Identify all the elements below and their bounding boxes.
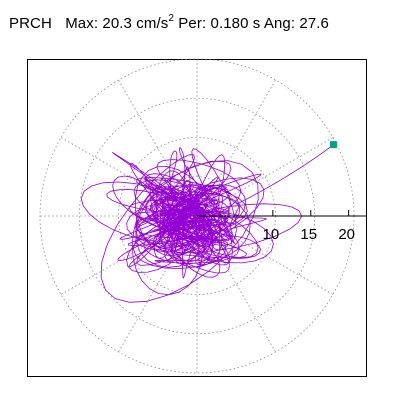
radial-axis: 10 15 20 — [197, 210, 367, 243]
radial-tick-label-15: 15 — [300, 226, 317, 243]
max-amplitude-marker — [329, 141, 337, 149]
max-label: Max: — [65, 15, 99, 32]
radial-tick-label-10: 10 — [263, 226, 280, 243]
per-value: 0.180 s — [210, 15, 261, 32]
trace-excursion — [236, 144, 334, 205]
radial-tick-label-20: 20 — [338, 226, 355, 243]
ang-label: Ang: — [263, 15, 296, 32]
station-code: PRCH — [9, 15, 52, 32]
grid-spoke-30 — [230, 137, 334, 197]
max-value: 20.3 — [102, 15, 132, 32]
chart-title: PRCH Max: 20.3 cm/s2 Per: 0.180 s Ang: 2… — [9, 13, 330, 32]
trace-path — [80, 147, 302, 303]
ang-value: 27.6 — [299, 15, 330, 32]
motion-trace — [80, 141, 337, 303]
max-unit: cm/s — [136, 15, 169, 32]
grid-spoke-60 — [216, 79, 276, 183]
per-label: Per: — [178, 15, 207, 32]
max-unit-exponent: 2 — [168, 13, 175, 24]
grid-spoke-330 — [230, 235, 334, 295]
